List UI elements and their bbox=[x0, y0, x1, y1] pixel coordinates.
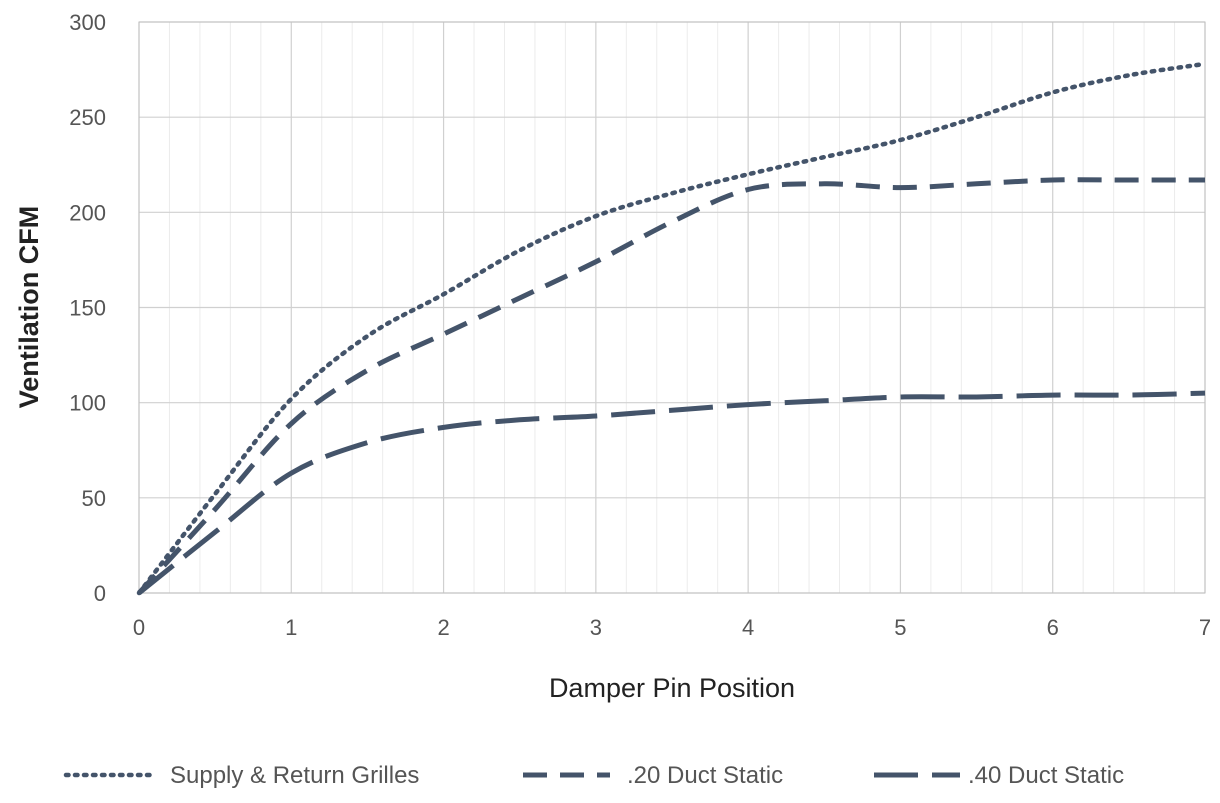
y-tick-label: 200 bbox=[69, 200, 106, 225]
y-tick-label: 150 bbox=[69, 296, 106, 321]
legend-label-3: .40 Duct Static bbox=[968, 762, 1124, 789]
legend-label-2: .20 Duct Static bbox=[627, 762, 783, 789]
x-axis-title: Damper Pin Position bbox=[549, 673, 795, 703]
y-tick-labels: 0 50 100 150 200 250 300 bbox=[69, 10, 106, 606]
plot-frame bbox=[138, 21, 1206, 594]
legend-label-1: Supply & Return Grilles bbox=[170, 762, 419, 789]
y-tick-label: 50 bbox=[82, 486, 106, 511]
series-line-3 bbox=[137, 390, 1206, 595]
series-layer bbox=[136, 61, 1208, 596]
x-tick-label: 6 bbox=[1047, 615, 1059, 640]
x-tick-label: 3 bbox=[590, 615, 602, 640]
y-tick-label: 250 bbox=[69, 105, 106, 130]
y-axis-title: Ventilation CFM bbox=[14, 206, 44, 409]
y-tick-label: 300 bbox=[69, 10, 106, 35]
series-line-2 bbox=[137, 177, 1205, 595]
x-tick-labels: 0 1 2 3 4 5 6 7 bbox=[133, 615, 1211, 640]
x-tick-label: 4 bbox=[742, 615, 754, 640]
x-tick-label: 1 bbox=[285, 615, 297, 640]
y-tick-label: 0 bbox=[94, 581, 106, 606]
x-tick-label: 7 bbox=[1199, 615, 1211, 640]
x-tick-label: 5 bbox=[894, 615, 906, 640]
x-tick-label: 0 bbox=[133, 615, 145, 640]
legend: Supply & Return Grilles .20 Duct Static .4… bbox=[63, 762, 1124, 789]
y-tick-label: 100 bbox=[69, 391, 106, 416]
major-grid bbox=[138, 21, 1206, 594]
x-tick-label: 2 bbox=[437, 615, 449, 640]
series-line-1 bbox=[136, 61, 1208, 596]
